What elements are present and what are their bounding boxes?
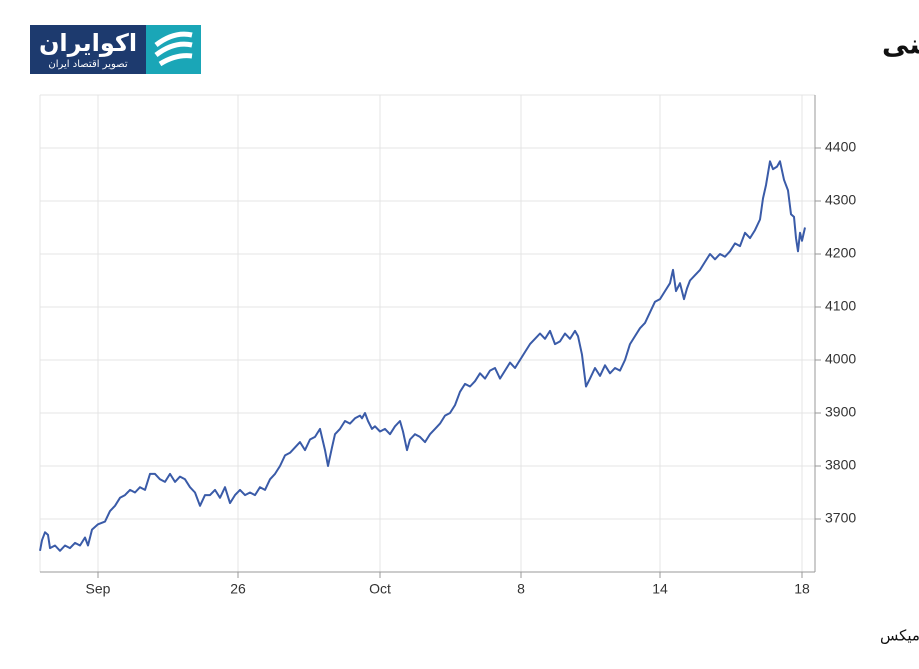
x-tick-label: 18 bbox=[794, 581, 810, 597]
y-tick-label: 3900 bbox=[825, 404, 856, 420]
logo-icon bbox=[146, 25, 201, 74]
y-tick-label: 4300 bbox=[825, 192, 856, 208]
y-tick-label: 4200 bbox=[825, 245, 856, 261]
y-tick-label: 4100 bbox=[825, 298, 856, 314]
price-line bbox=[39, 160, 806, 552]
source: منبع: تریدینگ اکونومیکس bbox=[880, 627, 919, 645]
x-tick-label: 14 bbox=[652, 581, 668, 597]
chart-title: افت طلای جهانی پس از رکوردشکنی bbox=[882, 30, 919, 61]
y-tick-label: 3800 bbox=[825, 457, 856, 473]
x-tick-label: Oct bbox=[369, 581, 391, 597]
y-tick-label: 4400 bbox=[825, 139, 856, 155]
logo-name: اکوایران bbox=[39, 29, 137, 57]
x-tick-label: Sep bbox=[86, 581, 111, 597]
logo-box bbox=[30, 25, 146, 74]
logo-tagline: تصویر اقتصاد ایران bbox=[48, 59, 127, 70]
x-tick-label: 26 bbox=[230, 581, 246, 597]
logo-mark bbox=[154, 31, 193, 67]
x-tick-label: 8 bbox=[517, 581, 525, 597]
y-tick-label: 3700 bbox=[825, 510, 856, 526]
y-tick-label: 4000 bbox=[825, 351, 856, 367]
